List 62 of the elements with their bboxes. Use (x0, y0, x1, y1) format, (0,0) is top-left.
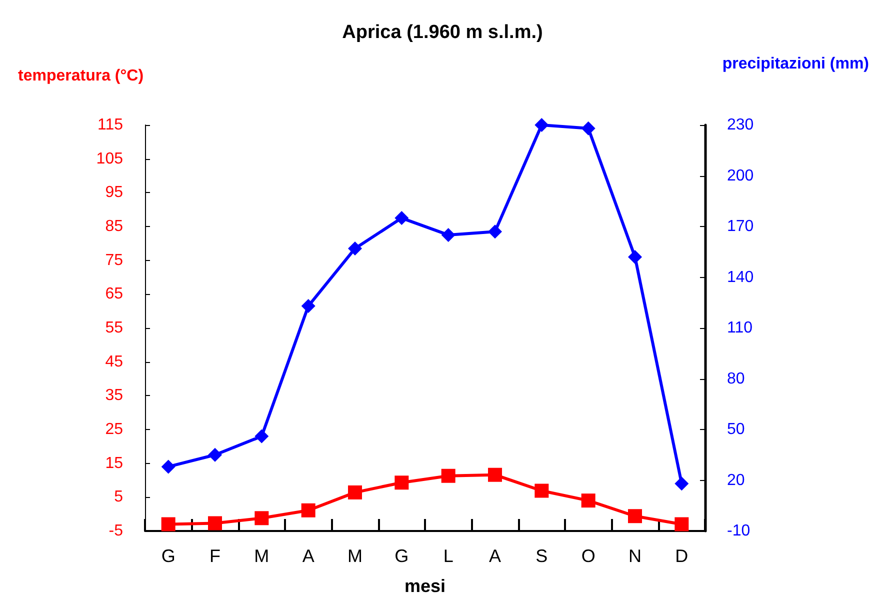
x-tick-label: M (254, 546, 270, 566)
y2-tick-label: 200 (727, 167, 754, 184)
y2-tick-label: 80 (727, 370, 745, 388)
y2-tick-label: 230 (727, 116, 754, 134)
y2-tick-label: 110 (727, 320, 753, 336)
point (628, 509, 642, 524)
point (488, 468, 502, 482)
point (581, 494, 596, 508)
point (208, 448, 222, 462)
x-tick-label: M (348, 546, 362, 566)
chart-title: Aprica (1.960 m s.l.m.) (342, 22, 543, 43)
point (674, 517, 689, 532)
point (301, 503, 316, 518)
x-tick-label: S (536, 546, 548, 566)
x-tick-label: O (581, 546, 596, 566)
y-axis-title: temperatura (°C) (18, 68, 144, 84)
point (488, 224, 502, 239)
point (348, 241, 362, 256)
x-tick-label: A (488, 546, 502, 566)
x-tick-label: D (675, 546, 688, 566)
point (441, 468, 456, 483)
y-tick-label: 95 (105, 184, 124, 202)
x-tick-label: G (394, 546, 409, 566)
y-tick-label: 65 (105, 286, 124, 303)
x-tick-label: F (210, 546, 220, 566)
y-tick-label: 25 (105, 421, 124, 438)
y-tick-label: 15 (105, 454, 124, 472)
y2-tick-label: 170 (727, 218, 754, 235)
y2-tick-label: 20 (727, 472, 745, 489)
point (581, 121, 596, 136)
x-tick-label: N (628, 546, 642, 566)
point (161, 517, 176, 532)
point (254, 429, 269, 444)
y-tick-label: 45 (105, 353, 124, 370)
x-tick-label: A (302, 546, 314, 566)
y-tick-label: 115 (97, 116, 124, 134)
point (441, 228, 456, 242)
point (161, 460, 176, 474)
point (394, 211, 409, 226)
y-tick-label: 85 (105, 218, 124, 235)
y-tick-label: 5 (114, 488, 124, 506)
point (394, 476, 409, 490)
y2-tick-label: -10 (727, 522, 750, 540)
y-tick-label: 105 (96, 150, 124, 168)
y-tick-label: -5 (108, 522, 124, 540)
point (254, 511, 269, 526)
point (674, 476, 689, 491)
point (628, 250, 642, 264)
y-tick-label: 75 (105, 252, 124, 269)
point (301, 299, 316, 314)
y-tick-label: 35 (105, 387, 124, 404)
point (208, 516, 222, 530)
y2-tick-label: 140 (727, 268, 754, 286)
y2-axis-title: precipitazioni (mm) (722, 56, 870, 72)
x-tick-label: G (161, 546, 176, 566)
y2-tick-label: 50 (727, 421, 745, 438)
point (534, 118, 549, 132)
point (534, 484, 549, 498)
x-axis-title: mesi (404, 576, 446, 596)
y-tick-label: 55 (105, 320, 124, 336)
point (348, 485, 362, 500)
x-tick-label: L (443, 546, 454, 566)
